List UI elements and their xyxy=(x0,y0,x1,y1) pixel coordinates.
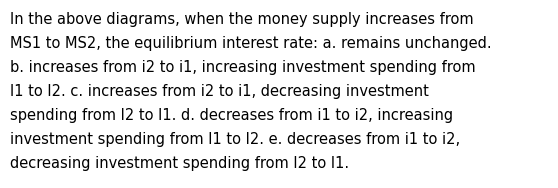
Text: MS1 to MS2, the equilibrium interest rate: a. remains unchanged.: MS1 to MS2, the equilibrium interest rat… xyxy=(10,36,492,51)
Text: I1 to I2. c. increases from i2 to i1, decreasing investment: I1 to I2. c. increases from i2 to i1, de… xyxy=(10,84,429,99)
Text: decreasing investment spending from I2 to I1.: decreasing investment spending from I2 t… xyxy=(10,156,349,171)
Text: investment spending from I1 to I2. e. decreases from i1 to i2,: investment spending from I1 to I2. e. de… xyxy=(10,132,460,147)
Text: spending from I2 to I1. d. decreases from i1 to i2, increasing: spending from I2 to I1. d. decreases fro… xyxy=(10,108,453,123)
Text: In the above diagrams, when the money supply increases from: In the above diagrams, when the money su… xyxy=(10,12,474,27)
Text: b. increases from i2 to i1, increasing investment spending from: b. increases from i2 to i1, increasing i… xyxy=(10,60,475,75)
